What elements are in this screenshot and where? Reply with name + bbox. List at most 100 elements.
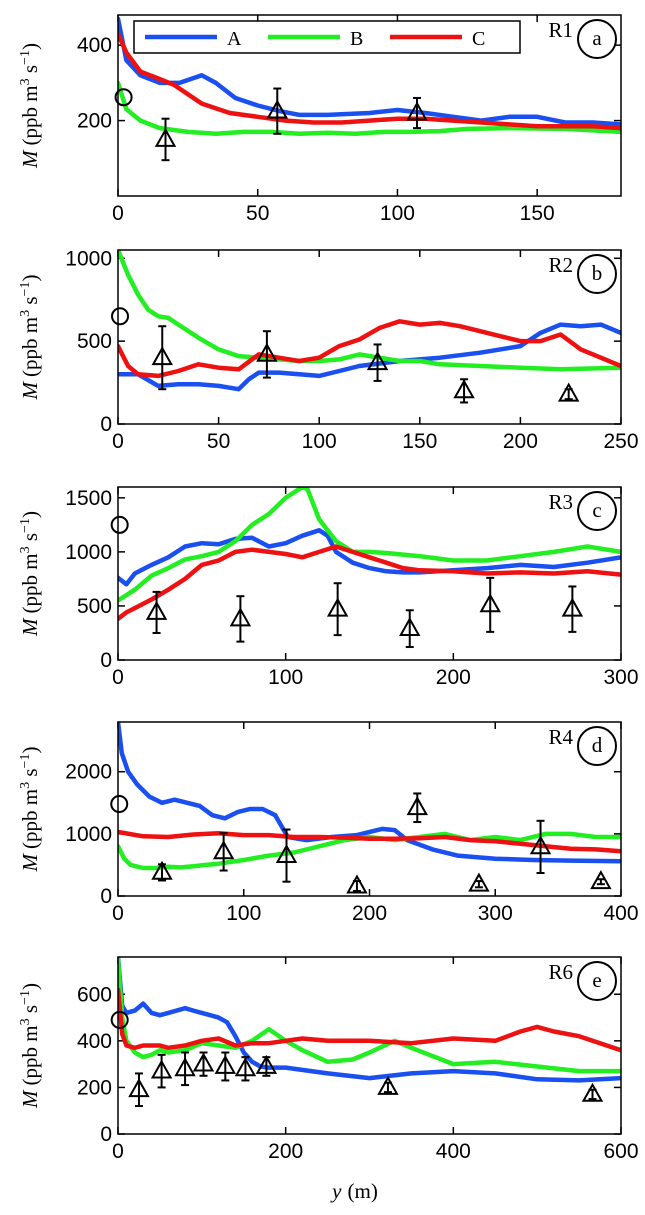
y-tick-label: 1000 xyxy=(65,541,112,564)
series-line-A xyxy=(118,528,621,587)
triangle-marker xyxy=(174,1057,196,1077)
y-axis-label-close: ) xyxy=(18,511,42,518)
y-axis-label-close: ) xyxy=(18,747,42,754)
y-axis-label-sup: 3 xyxy=(18,78,33,85)
triangle-marker xyxy=(399,617,421,637)
y-axis-label-sup: 3 xyxy=(18,546,33,553)
y-axis-label-unit: (ppb m xyxy=(18,789,42,849)
x-tick-label: 100 xyxy=(226,902,261,925)
triangle-marker xyxy=(275,843,298,864)
panel-e: 0 200 400 600 0 200 400 600 M (ppb m3 s−1) R6 e xyxy=(18,956,639,1163)
x-tick-label: 100 xyxy=(268,666,303,689)
panel-letter: e xyxy=(592,968,601,992)
y-axis-label-sup: 3 xyxy=(18,782,33,789)
triangle-marker xyxy=(256,342,278,362)
x-tick-label: 0 xyxy=(112,202,124,225)
x-tick-label: 300 xyxy=(478,902,513,925)
y-axis-label-unit2: s xyxy=(18,1005,42,1018)
series-line-A xyxy=(118,722,621,864)
panel-letter: d xyxy=(592,733,603,757)
y-axis-label: M (ppb m3 s−1) xyxy=(18,43,42,169)
region-label: R3 xyxy=(548,490,573,514)
series-line-B xyxy=(118,831,621,871)
panel-b: 0 50 100 150 200 250 0 500 1000 M (ppb m3 s−1) R2 b xyxy=(18,247,639,453)
y-axis-label-sup2: −1 xyxy=(18,754,33,769)
triangle-marker xyxy=(326,597,349,617)
y-axis-label-close: ) xyxy=(18,983,42,990)
y-tick-label: 400 xyxy=(77,1030,112,1053)
y-axis-label-var: M xyxy=(18,852,42,872)
y-tick-label: 0 xyxy=(100,1123,112,1146)
x-tick-label: 250 xyxy=(603,430,638,453)
panel-a: 0 50 100 150 200 400 M (ppb m3 s−1) R1 a xyxy=(18,14,622,225)
y-tick-label: 2000 xyxy=(65,761,112,784)
triangle-marker xyxy=(150,1059,173,1079)
series-group xyxy=(118,957,621,1083)
panel-letter-circle xyxy=(577,19,617,59)
series-line-B xyxy=(118,957,621,1074)
circle-marker xyxy=(110,1010,129,1029)
y-tick-label: 500 xyxy=(77,595,112,618)
x-tick-label: 100 xyxy=(380,202,415,225)
y-axis-label-sup2: −1 xyxy=(18,518,33,533)
triangle-marker xyxy=(192,1052,215,1072)
y-axis-label-sup2: −1 xyxy=(18,282,33,297)
x-axis-label: y (m) xyxy=(330,1179,378,1203)
series-line-C xyxy=(118,319,621,379)
triangle-marker xyxy=(406,796,428,816)
y-axis-label-unit: (ppb m xyxy=(18,1025,42,1085)
series-line-C xyxy=(118,544,621,622)
triangle-marker xyxy=(255,1054,278,1074)
x-tick-label: 200 xyxy=(268,1140,303,1163)
y-axis-label-unit2: s xyxy=(18,65,42,78)
y-tick-label: 1500 xyxy=(65,487,112,510)
y-tick-label: 400 xyxy=(77,34,112,57)
triangle-marker xyxy=(590,870,612,890)
triangle-marker xyxy=(212,840,235,860)
x-tick-label: 0 xyxy=(112,902,124,925)
panel-letter: c xyxy=(592,498,601,522)
y-axis-label-sup2: −1 xyxy=(18,50,33,65)
triangle-marker xyxy=(234,1057,257,1077)
series-line-A xyxy=(118,957,621,1083)
x-tick-label: 100 xyxy=(302,430,337,453)
circle-marker xyxy=(111,307,130,326)
y-tick-label: 600 xyxy=(77,983,112,1006)
x-tick-label: 0 xyxy=(112,666,124,689)
triangle-marker xyxy=(128,1078,150,1098)
y-axis-label-var: M xyxy=(18,380,42,400)
y-axis-label: M (ppb m3 s−1) xyxy=(18,511,42,637)
x-tick-label: 50 xyxy=(246,202,269,225)
series-line-B xyxy=(118,250,621,372)
y-tick-label: 500 xyxy=(77,330,112,353)
y-tick-label: 0 xyxy=(100,885,112,908)
axes-frame xyxy=(117,249,622,425)
series-group xyxy=(118,722,621,871)
triangle-marker xyxy=(346,874,368,894)
triangle-marker xyxy=(151,346,173,366)
x-axis-label-unit: (m) xyxy=(348,1179,378,1203)
series-line-B xyxy=(118,487,621,603)
y-axis-label-sup: 3 xyxy=(18,1018,33,1025)
circle-marker xyxy=(114,88,133,107)
x-tick-label: 400 xyxy=(603,902,638,925)
y-axis-label-unit: (ppb m xyxy=(18,317,42,377)
triangle-marker xyxy=(377,1075,399,1095)
panel-letter-circle xyxy=(577,726,617,766)
legend: A B C xyxy=(133,20,521,54)
triangle-marker xyxy=(214,1054,237,1074)
region-label: R2 xyxy=(548,253,573,277)
x-tick-label: 300 xyxy=(603,666,638,689)
triangle-marker xyxy=(557,382,580,402)
axes-frame xyxy=(117,486,622,661)
y-tick-label: 200 xyxy=(77,1076,112,1099)
y-tick-label: 0 xyxy=(100,413,112,436)
y-axis-label: M (ppb m3 s−1) xyxy=(18,983,42,1109)
triangle-marker xyxy=(266,99,288,119)
series-line-C xyxy=(118,829,621,854)
y-axis-label-unit: (ppb m xyxy=(18,85,42,145)
panel-c: 0 100 200 300 0 500 1000 1500 M (ppb m3 s−1) R3 c xyxy=(18,486,639,689)
y-axis-label-unit: (ppb m xyxy=(18,553,42,613)
